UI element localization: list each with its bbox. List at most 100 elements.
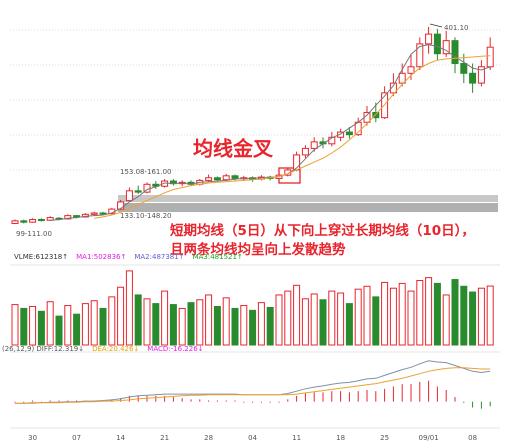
candle-body bbox=[433, 33, 441, 55]
x-tick-label: 18 bbox=[336, 434, 345, 442]
volume-bar bbox=[266, 306, 274, 346]
candle-body bbox=[469, 72, 477, 84]
volume-bar bbox=[143, 298, 151, 346]
volume-bar bbox=[169, 304, 177, 346]
x-tick-label: 28 bbox=[204, 434, 213, 442]
candle-body bbox=[90, 212, 98, 215]
volume-bar bbox=[117, 286, 125, 346]
candle-body bbox=[416, 43, 424, 68]
volume-bar bbox=[29, 306, 37, 346]
candle-body bbox=[425, 33, 433, 45]
volume-bar bbox=[389, 287, 397, 346]
volume-bar bbox=[249, 309, 257, 346]
candle-body bbox=[398, 72, 406, 84]
annotation-note: 短期均线（5日）从下向上穿过长期均线（10日）， bbox=[170, 222, 475, 239]
price-band bbox=[118, 195, 498, 202]
x-tick-label: 30 bbox=[28, 434, 37, 442]
volume-bar bbox=[284, 290, 292, 346]
volume-bar bbox=[20, 307, 28, 346]
annotation-note: 且两条均线均呈向上发散趋势 bbox=[170, 241, 346, 258]
volume-bar bbox=[477, 287, 485, 346]
indicator-label: VLME:612318↑ bbox=[14, 253, 68, 261]
candle-body bbox=[213, 177, 221, 181]
volume-bar bbox=[257, 302, 265, 346]
indicator-label: MACD:-16.226↓ bbox=[147, 345, 203, 353]
volume-bar bbox=[425, 277, 433, 346]
x-tick-label: 11 bbox=[292, 434, 301, 442]
volume-bar bbox=[433, 282, 441, 346]
volume-bar bbox=[64, 305, 72, 346]
volume-bar bbox=[354, 288, 362, 346]
volume-bar bbox=[161, 290, 169, 346]
volume-bar bbox=[222, 297, 230, 346]
candle-body bbox=[477, 66, 485, 84]
peak-label: 401.10 bbox=[444, 24, 469, 32]
candle-body bbox=[407, 66, 415, 74]
x-tick-label: 04 bbox=[248, 434, 257, 442]
volume-bar bbox=[469, 291, 477, 346]
candle-body bbox=[134, 190, 142, 193]
volume-bar bbox=[55, 315, 63, 346]
volume-bar bbox=[81, 303, 89, 346]
volume-bar bbox=[73, 313, 81, 346]
indicator-label: DEA:20.426↓ bbox=[92, 345, 139, 353]
x-tick-label: 25 bbox=[380, 434, 389, 442]
volume-bar bbox=[293, 284, 301, 346]
volume-bar bbox=[152, 303, 160, 346]
volume-bar bbox=[125, 270, 133, 346]
candle-body bbox=[37, 219, 45, 222]
volume-bar bbox=[240, 305, 248, 346]
candle-body bbox=[345, 131, 353, 136]
volume-bar bbox=[407, 290, 415, 346]
volume-bar bbox=[398, 282, 406, 346]
x-tick-label: 14 bbox=[116, 434, 125, 442]
x-tick-label: 08 bbox=[468, 434, 477, 442]
dea-line bbox=[15, 367, 491, 404]
candle-body bbox=[301, 147, 309, 156]
volume-bar bbox=[205, 294, 213, 346]
candle-body bbox=[231, 175, 239, 179]
volume-bar bbox=[134, 294, 142, 346]
candle-body bbox=[486, 46, 494, 68]
volume-bar bbox=[486, 285, 494, 346]
volume-bar bbox=[337, 292, 345, 346]
candle-body bbox=[20, 220, 28, 223]
volume-bar bbox=[301, 298, 309, 346]
x-tick-label: 09/01 bbox=[419, 434, 439, 442]
volume-bar bbox=[319, 299, 327, 346]
candle-body bbox=[11, 220, 19, 224]
volume-bar bbox=[460, 285, 468, 346]
volume-bar bbox=[213, 306, 221, 346]
candle-body bbox=[99, 212, 107, 215]
candle-body bbox=[337, 131, 345, 138]
volume-bar bbox=[11, 304, 19, 346]
volume-bar bbox=[187, 302, 195, 346]
volume-bar bbox=[178, 307, 186, 346]
volume-bar bbox=[328, 290, 336, 346]
volume-bar bbox=[442, 294, 450, 346]
indicator-label: (26,12,9) DIFF:12.319↓ bbox=[2, 345, 84, 353]
volume-bar bbox=[345, 303, 353, 346]
x-tick-label: 07 bbox=[72, 434, 81, 442]
peak-arrow bbox=[429, 23, 443, 28]
candle-body bbox=[29, 219, 37, 223]
annotation-title: 均线金叉 bbox=[193, 137, 274, 161]
volume-bar bbox=[310, 293, 318, 346]
candle-body bbox=[117, 201, 125, 210]
indicator-label: MA3:481521↑ bbox=[193, 253, 243, 261]
volume-bar bbox=[275, 294, 283, 346]
candle-body bbox=[46, 217, 54, 221]
candle-body bbox=[328, 136, 336, 145]
indicator-label: MA2:487381↑ bbox=[134, 253, 184, 261]
volume-bar bbox=[381, 281, 389, 346]
candle-body bbox=[125, 190, 133, 202]
volume-bar bbox=[90, 300, 98, 346]
ma-line bbox=[94, 55, 491, 219]
range-label: 153.08-161.00 bbox=[120, 168, 172, 176]
candle-body bbox=[205, 177, 213, 181]
indicator-label: MA1:502836↑ bbox=[76, 253, 126, 261]
volume-bar bbox=[99, 307, 107, 346]
volume-bar bbox=[416, 280, 424, 346]
candle-body bbox=[310, 141, 318, 149]
